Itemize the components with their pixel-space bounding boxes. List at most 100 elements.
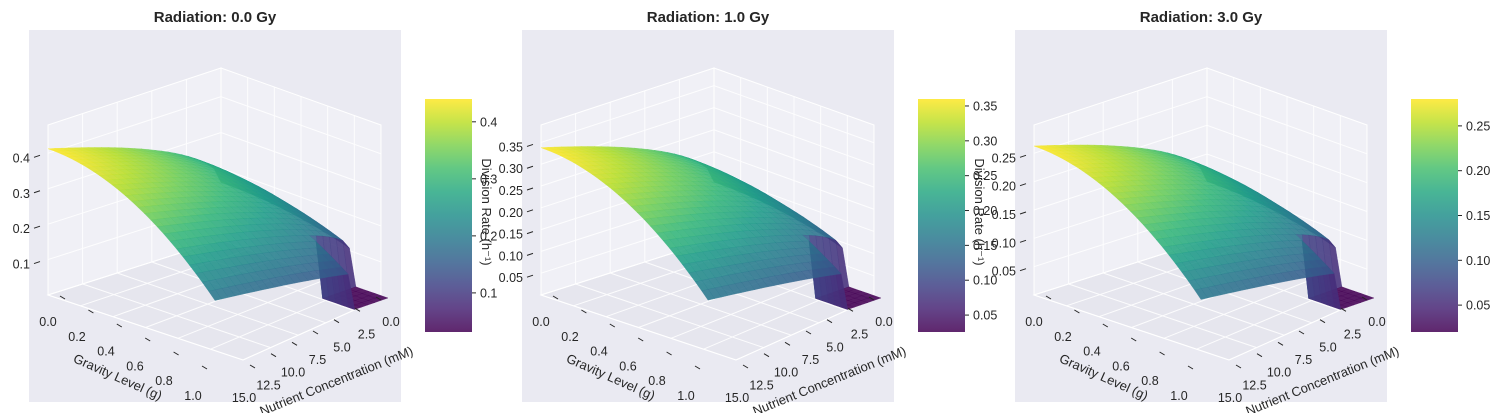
x-tick-label: 0.6 [1112, 359, 1129, 373]
colorbar-tick-label: 0.10 [1466, 254, 1490, 268]
y-tick-mark [1277, 341, 1284, 346]
z-tick-mark [1019, 211, 1027, 215]
colorbar-tick-label: 0.4 [480, 115, 497, 129]
colorbar-tick-label: 0.15 [973, 239, 997, 253]
gridlines [1033, 68, 1368, 361]
x-tick-label: 0.6 [126, 359, 143, 373]
x-tick-label: 0.8 [648, 374, 665, 388]
surface-facet [208, 289, 223, 301]
z-tick-label: 0.2 [13, 222, 30, 236]
x-tick-mark [116, 323, 123, 328]
y-tick-mark [1298, 330, 1305, 335]
z-tick-label: 0.4 [13, 151, 30, 165]
colorbar [918, 99, 965, 332]
y-tick-mark [763, 353, 770, 358]
x-tick-mark [201, 365, 208, 370]
z-tick-label: 0.10 [499, 249, 523, 263]
y-tick-label: 10.0 [774, 366, 798, 380]
colorbar-tick-label: 0.1 [480, 286, 497, 300]
colorbar-tick-label: 0.15 [1466, 209, 1490, 223]
z-tick-label: 0.05 [499, 271, 523, 285]
z-tick-mark [1019, 154, 1027, 158]
x-tick-mark [609, 323, 616, 328]
x-tick-mark [1159, 351, 1165, 356]
x-tick-label: 0.2 [1054, 330, 1071, 344]
colorbar-tick-label: 0.20 [1466, 164, 1490, 178]
colorbar-tick-label: 0.10 [973, 274, 997, 288]
z-tick-label: 0.25 [499, 184, 523, 198]
x-tick-label: 0.8 [155, 374, 172, 388]
z-tick-label: 0.30 [499, 162, 523, 176]
colorbar-label: Division Rate (h⁻¹) [972, 158, 987, 265]
x-tick-label: 0.4 [590, 345, 607, 359]
y-tick-mark [291, 341, 298, 346]
z-tick-mark [526, 143, 534, 147]
y-tick-mark [375, 296, 382, 301]
x-tick-mark [1130, 337, 1137, 342]
z-tick-mark [526, 187, 534, 191]
y-tick-mark [1361, 296, 1368, 301]
x-tick-mark [666, 351, 672, 356]
z-tick-label: 0.3 [13, 187, 30, 201]
surface-plot [47, 147, 389, 310]
z-tick-mark [1019, 239, 1027, 243]
surface-facet [1194, 288, 1209, 300]
y-tick-mark [1235, 364, 1242, 369]
x-tick-mark [552, 295, 559, 300]
z-tick-mark [33, 154, 41, 158]
y-tick-label: 5.0 [333, 340, 350, 354]
y-tick-label: 15.0 [1218, 391, 1242, 405]
x-tick-label: 0.4 [97, 345, 114, 359]
z-tick-label: 0.1 [13, 258, 30, 272]
colorbar-tick-label: 0.3 [480, 172, 497, 186]
y-tick-mark [805, 330, 812, 335]
y-tick-mark [847, 307, 854, 312]
surface-plot [540, 146, 882, 310]
z-tick-mark [526, 209, 534, 213]
x-tick-label: 0.0 [532, 315, 549, 329]
y-tick-mark [868, 296, 875, 301]
y-tick-label: 2.5 [358, 328, 375, 342]
z-tick-label: 0.25 [992, 151, 1016, 165]
y-tick-label: 15.0 [232, 391, 256, 405]
x-tick-label: 0.2 [561, 330, 578, 344]
y-tick-mark [354, 307, 361, 312]
z-tick-mark [1019, 268, 1027, 272]
y-tick-label: 2.5 [851, 328, 868, 342]
y-tick-mark [784, 341, 791, 346]
x-tick-label: 0.0 [39, 315, 56, 329]
y-tick-label: 0.0 [875, 315, 892, 329]
colorbar-tick-label: 0.2 [480, 229, 497, 243]
z-tick-label: 0.05 [992, 265, 1016, 279]
y-tick-mark [742, 364, 749, 369]
y-tick-label: 0.0 [382, 315, 399, 329]
y-tick-label: 5.0 [826, 340, 843, 354]
z-tick-mark [1019, 183, 1027, 187]
colorbar [425, 99, 472, 332]
chart-title: Radiation: 0.0 Gy [154, 9, 277, 26]
y-tick-mark [826, 319, 833, 324]
z-tick-mark [33, 190, 41, 194]
x-tick-mark [1045, 295, 1052, 300]
y-tick-label: 15.0 [725, 391, 749, 405]
x-tick-label: 0.4 [1083, 345, 1100, 359]
z-tick-mark [526, 274, 534, 278]
surface-plot [1033, 144, 1375, 310]
z-tick-mark [526, 231, 534, 235]
x-tick-label: 1.0 [677, 389, 694, 403]
z-tick-mark [526, 252, 534, 256]
y-tick-label: 7.5 [802, 353, 819, 367]
chart-title: Radiation: 3.0 Gy [1140, 9, 1263, 26]
z-tick-label: 0.10 [992, 236, 1016, 250]
x-tick-label: 0.6 [619, 359, 636, 373]
y-tick-label: 10.0 [1267, 366, 1291, 380]
subplot-radiation-3gy: Radiation: 3.0 Gy 0.0 0.2 0.4 0.6 0.8 1.0 0.0 2.… [992, 9, 1491, 413]
z-tick-label: 0.35 [499, 140, 523, 154]
y-tick-label: 0.0 [1368, 315, 1385, 329]
z-tick-label: 0.20 [499, 206, 523, 220]
y-tick-label: 7.5 [309, 353, 326, 367]
z-tick-label: 0.15 [992, 208, 1016, 222]
y-tick-mark [333, 319, 340, 324]
colorbar-tick-label: 0.25 [973, 169, 997, 183]
